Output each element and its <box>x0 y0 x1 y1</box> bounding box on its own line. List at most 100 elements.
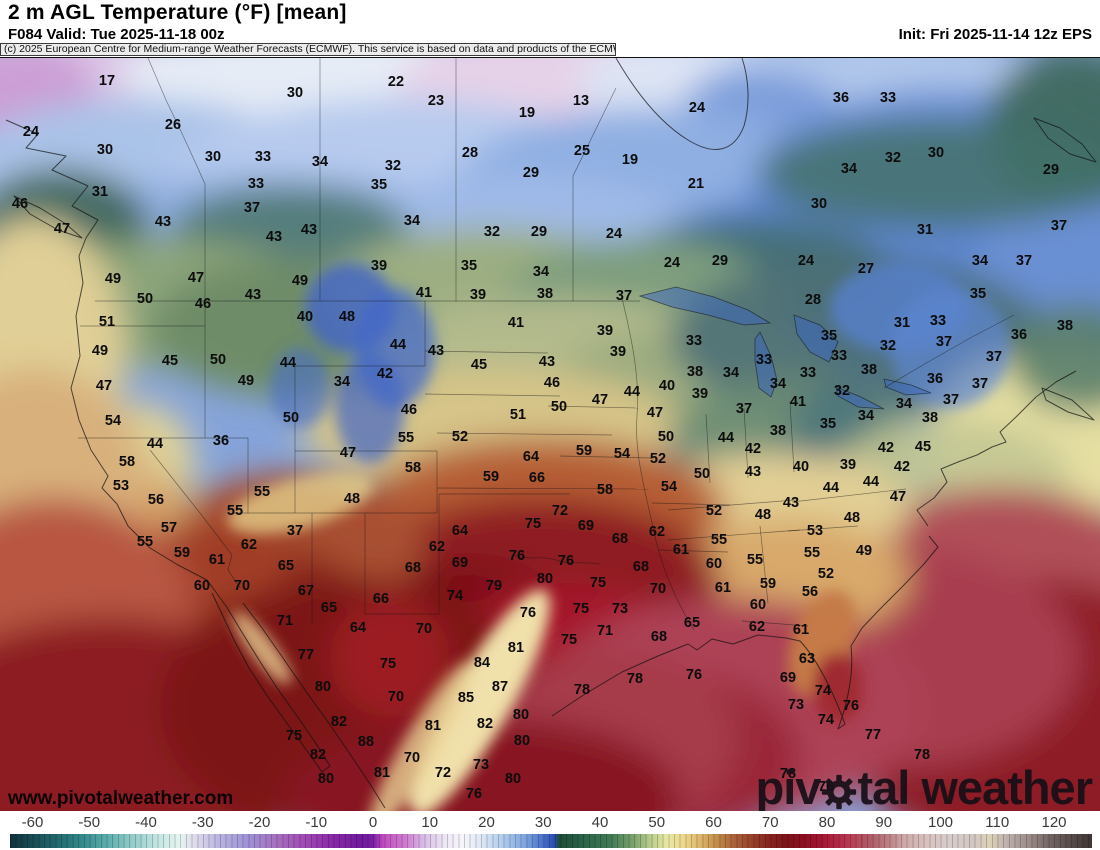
temp-value-label: 69 <box>451 555 469 571</box>
temp-value-label: 44 <box>822 480 840 496</box>
temp-value-label: 23 <box>427 93 445 109</box>
temp-value-label: 62 <box>240 537 258 553</box>
temp-value-label: 70 <box>233 578 251 594</box>
temp-value-label: 76 <box>519 605 537 621</box>
temp-value-label: 34 <box>895 396 913 412</box>
temp-value-label: 22 <box>387 74 405 90</box>
temp-value-label: 58 <box>118 454 136 470</box>
temp-value-label: 30 <box>204 149 222 165</box>
temp-value-label: 32 <box>833 383 851 399</box>
temp-value-label: 87 <box>491 679 509 695</box>
temp-value-label: 61 <box>714 580 732 596</box>
temp-value-label: 59 <box>575 443 593 459</box>
temp-value-label: 82 <box>476 716 494 732</box>
temp-value-label: 63 <box>798 651 816 667</box>
temp-value-label: 27 <box>857 261 875 277</box>
temp-value-label: 37 <box>735 401 753 417</box>
temp-value-label: 43 <box>154 214 172 230</box>
colorbar-tick: 50 <box>648 814 666 831</box>
temp-value-label: 51 <box>98 314 116 330</box>
temp-value-label: 32 <box>483 224 501 240</box>
temp-value-label: 65 <box>320 600 338 616</box>
brand-suffix: tal weather <box>857 761 1093 812</box>
temp-value-label: 34 <box>971 253 989 269</box>
temp-value-label: 80 <box>512 707 530 723</box>
temp-value-label: 74 <box>446 588 464 604</box>
temp-value-label: 34 <box>857 408 875 424</box>
temp-value-label: 65 <box>277 558 295 574</box>
colorbar-tick: 120 <box>1041 814 1067 831</box>
temp-value-label: 84 <box>473 655 491 671</box>
temp-value-label: 38 <box>536 286 554 302</box>
temp-value-label: 78 <box>573 682 591 698</box>
temp-value-label: 28 <box>461 145 479 161</box>
temp-value-label: 37 <box>971 376 989 392</box>
temp-value-label: 49 <box>237 373 255 389</box>
temp-value-label: 44 <box>279 355 297 371</box>
temp-value-label: 76 <box>465 786 483 802</box>
temp-value-label: 40 <box>296 309 314 325</box>
temp-value-label: 49 <box>855 543 873 559</box>
colorbar-tick: 80 <box>818 814 836 831</box>
temp-value-label: 37 <box>615 288 633 304</box>
temp-value-label: 78 <box>913 747 931 763</box>
temp-value-label: 76 <box>842 698 860 714</box>
temp-value-label: 29 <box>1042 162 1060 178</box>
temp-value-label: 29 <box>530 224 548 240</box>
temp-value-label: 36 <box>1010 327 1028 343</box>
temp-value-label: 69 <box>577 518 595 534</box>
temp-value-label: 39 <box>839 457 857 473</box>
temp-value-label: 47 <box>646 405 664 421</box>
temp-value-label: 45 <box>470 357 488 373</box>
temp-value-label: 52 <box>451 429 469 445</box>
temp-value-label: 43 <box>538 354 556 370</box>
temp-value-label: 47 <box>339 445 357 461</box>
colorbar-strip <box>10 834 1092 848</box>
temp-value-label: 54 <box>104 413 122 429</box>
temp-value-label: 66 <box>528 470 546 486</box>
temp-value-label: 24 <box>605 226 623 242</box>
temp-value-label: 49 <box>91 343 109 359</box>
temp-value-label: 24 <box>688 100 706 116</box>
temp-value-label: 69 <box>779 670 797 686</box>
weather-map: 17 30 22 23 13 19 24 36 33 24 26 30 30 33 34 28 25 19 32 29… <box>0 57 1100 812</box>
temp-value-label: 52 <box>705 503 723 519</box>
temp-value-label: 29 <box>522 165 540 181</box>
temp-value-label: 43 <box>265 229 283 245</box>
temp-value-label: 58 <box>596 482 614 498</box>
temp-value-label: 37 <box>243 200 261 216</box>
temp-value-label: 43 <box>244 287 262 303</box>
temp-value-label: 73 <box>472 757 490 773</box>
temp-value-label: 62 <box>648 524 666 540</box>
temp-value-label: 30 <box>810 196 828 212</box>
colorbar-tick: -10 <box>305 814 328 831</box>
temp-value-label: 24 <box>22 124 40 140</box>
temp-value-label: 85 <box>457 690 475 706</box>
temp-value-label: 82 <box>330 714 348 730</box>
temp-value-label: 80 <box>317 771 335 787</box>
temp-value-label: 55 <box>397 430 415 446</box>
temp-value-label: 34 <box>532 264 550 280</box>
colorbar-tick: 60 <box>705 814 722 831</box>
temp-value-label: 80 <box>536 571 554 587</box>
temp-value-label: 34 <box>840 161 858 177</box>
temp-labels-layer: 17 30 22 23 13 19 24 36 33 24 26 30 30 33 34 28 25 19 32 29… <box>0 58 1100 811</box>
temp-value-label: 51 <box>509 407 527 423</box>
temp-value-label: 67 <box>297 583 315 599</box>
temp-value-label: 76 <box>685 667 703 683</box>
colorbar-tick: 30 <box>534 814 552 831</box>
temp-value-label: 21 <box>687 176 705 192</box>
political-borders <box>78 58 1015 631</box>
map-title: 2 m AGL Temperature (°F) [mean] <box>8 1 347 24</box>
temp-value-label: 60 <box>749 597 767 613</box>
temp-value-label: 29 <box>711 253 729 269</box>
temp-value-label: 80 <box>504 771 522 787</box>
colorbar-tick: 90 <box>875 814 893 831</box>
temp-value-label: 76 <box>557 553 575 569</box>
colorbar-tick: -60 <box>21 814 44 831</box>
temp-value-label: 75 <box>589 575 607 591</box>
temp-value-label: 70 <box>387 689 405 705</box>
temp-value-label: 37 <box>985 349 1003 365</box>
temp-value-label: 47 <box>53 221 71 237</box>
temp-value-label: 37 <box>1050 218 1068 234</box>
